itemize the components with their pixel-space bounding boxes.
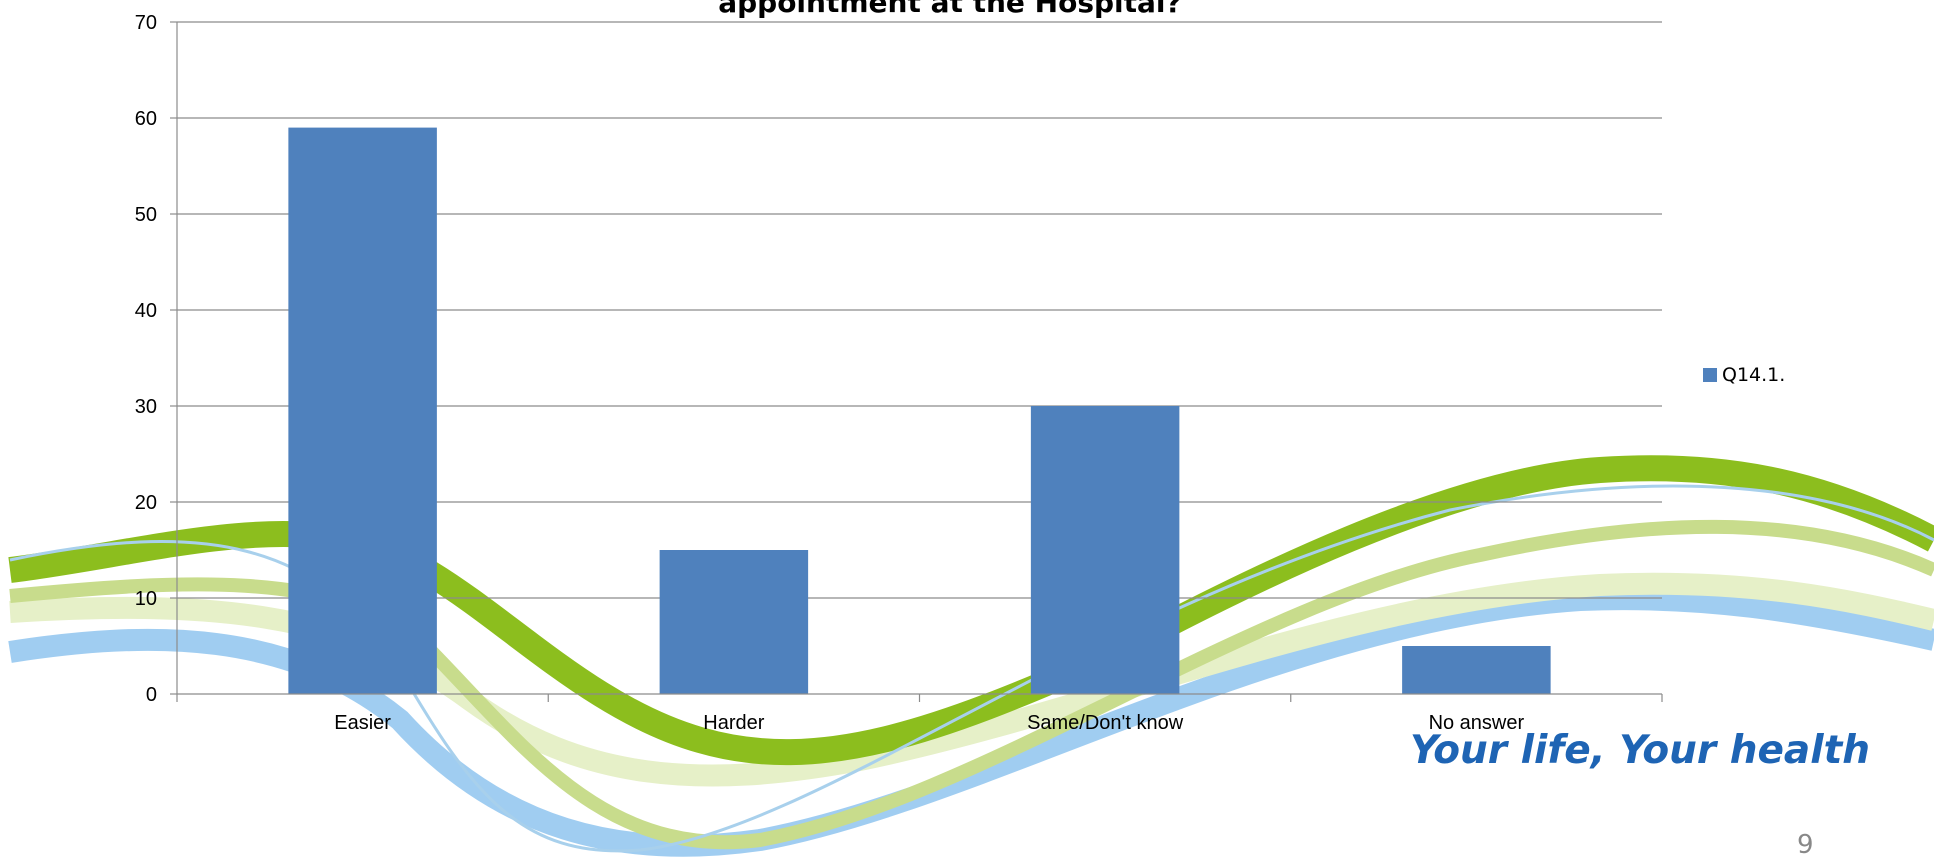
x-category-label: Same/Don't know [1027,712,1184,734]
y-tick-label: 70 [135,12,157,34]
bar [1402,646,1551,694]
y-tick-label: 60 [135,108,157,130]
x-category-label: Harder [703,712,764,734]
x-category-label: No answer [1429,712,1525,734]
legend: Q14.1. [1703,364,1785,386]
chart-title: appointment at the Hospital? [718,0,1182,19]
bar [288,127,437,695]
bar [659,550,809,694]
bar-series [288,127,1551,695]
page-number: 9 [1797,830,1814,860]
y-tick-label: 20 [135,492,157,514]
y-tick-label: 10 [135,588,157,610]
legend-swatch [1703,368,1717,382]
bar [1030,406,1180,694]
axis-labels: 0 10 20 30 40 50 60 70 Easier Harder Same/Don't kn… [135,12,1525,734]
slide-tagline: Your life, Your health [1410,728,1871,773]
y-tick-label: 50 [135,204,157,226]
x-category-label: Easier [334,712,391,734]
y-tick-label: 30 [135,396,157,418]
y-tick-label: 0 [146,684,157,706]
axes [170,21,1663,702]
y-tick-label: 40 [135,300,157,322]
legend-label: Q14.1. [1722,364,1786,386]
